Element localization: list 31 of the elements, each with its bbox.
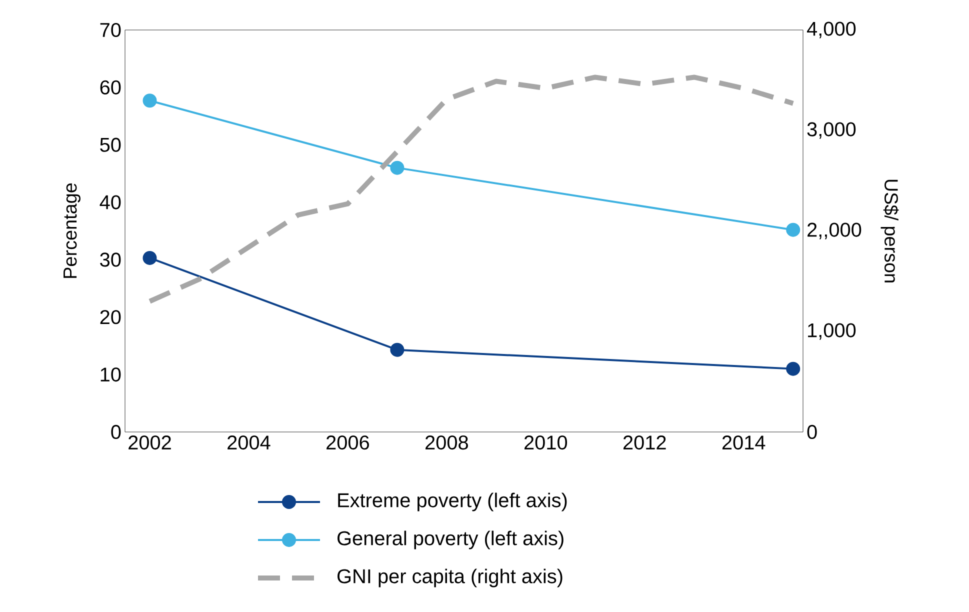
y-tick-label: 20 bbox=[100, 310, 121, 324]
point bbox=[390, 160, 404, 175]
x-tick-label: 2010 bbox=[524, 436, 568, 450]
point bbox=[142, 250, 157, 265]
y-tick-label: 60 bbox=[100, 80, 121, 94]
x-tick-label: 2008 bbox=[426, 436, 468, 450]
y-tick-label: 0 bbox=[111, 424, 121, 440]
y2-tick-label: 4,000 bbox=[806, 22, 856, 38]
point bbox=[142, 94, 157, 108]
y-tick-label: 50 bbox=[100, 138, 121, 152]
y2-tick-label: 2,,000 bbox=[808, 222, 862, 240]
y2-axis-title: US$/ person bbox=[880, 180, 899, 282]
y-tick-label: 30 bbox=[100, 252, 121, 267]
y-tick-label: 70 bbox=[100, 22, 121, 38]
y2-tick-label: 3,000 bbox=[807, 122, 856, 139]
x-tick-label: 2004 bbox=[228, 436, 270, 450]
legend-label: General poverty (left axis) bbox=[338, 530, 564, 550]
point bbox=[786, 362, 800, 376]
x-tick-label: 2006 bbox=[326, 436, 369, 450]
x-tick-label: 2012 bbox=[623, 436, 666, 450]
legend-label: GNI per capita (right axis) bbox=[338, 568, 562, 588]
x-tick-label: 2002 bbox=[128, 436, 171, 450]
point bbox=[786, 222, 800, 237]
legend-label: Extreme poverty (left axis) bbox=[338, 492, 567, 512]
y2-tick-label: 0 bbox=[807, 424, 817, 440]
point bbox=[390, 342, 404, 357]
y-tick-label: 10 bbox=[100, 368, 121, 382]
y2-tick-label: 1,000 bbox=[808, 323, 856, 340]
y-tick-label: 40 bbox=[100, 195, 121, 210]
x-tick-label: 2014 bbox=[722, 436, 766, 450]
y-axis-title: Percentage bbox=[64, 183, 80, 278]
